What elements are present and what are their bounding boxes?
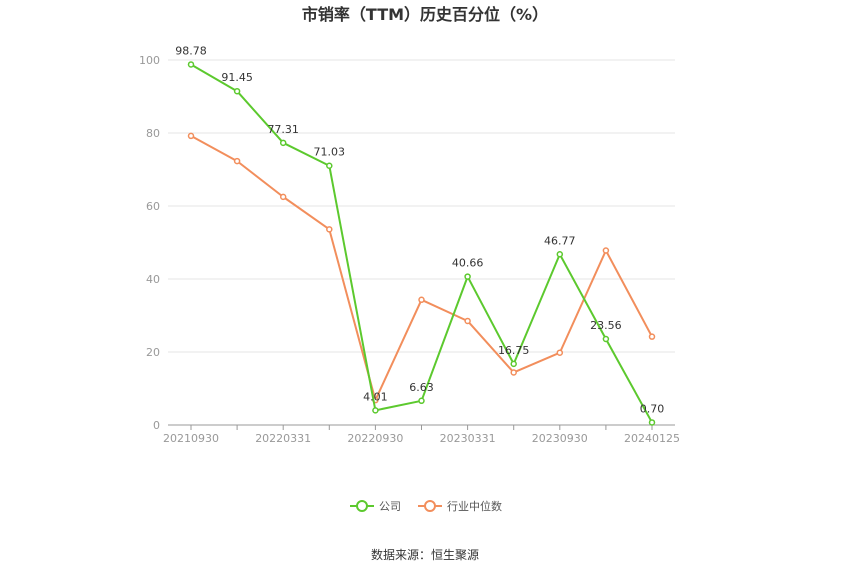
- legend-marker: [356, 500, 368, 512]
- y-tick-label: 100: [139, 54, 160, 67]
- data-point: [556, 251, 564, 258]
- y-tick-label: 20: [146, 346, 160, 359]
- y-axis: 0 20 40 60 80 100: [139, 54, 160, 432]
- data-point: [464, 317, 471, 325]
- data-point: [372, 407, 379, 414]
- data-point: [556, 349, 564, 356]
- x-tick-label: 20220331: [255, 432, 311, 445]
- data-point: [233, 157, 241, 165]
- legend-marker: [424, 500, 436, 512]
- data-point: [279, 139, 287, 147]
- y-tick-label: 40: [146, 273, 160, 286]
- data-point: [648, 333, 656, 340]
- data-label: 40.66: [452, 257, 484, 270]
- data-point: [602, 335, 610, 343]
- source-note: 数据来源：恒生聚源: [371, 547, 479, 562]
- data-label: 98.78: [175, 44, 207, 57]
- data-point: [510, 369, 517, 376]
- data-label: 71.03: [314, 146, 346, 159]
- x-tick-label: 20220930: [347, 432, 403, 445]
- data-label: 4.01: [363, 390, 388, 403]
- legend-label: 行业中位数: [447, 499, 502, 513]
- data-point: [418, 296, 425, 304]
- x-tick-label: 20240125: [624, 432, 680, 445]
- data-label: 0.70: [640, 402, 665, 415]
- data-point: [648, 419, 656, 426]
- data-point: [510, 360, 517, 368]
- y-tick-label: 0: [153, 419, 160, 432]
- data-label: 77.31: [267, 123, 299, 136]
- data-point: [187, 132, 195, 140]
- data-point: [464, 273, 471, 280]
- data-point: [326, 226, 333, 233]
- data-label: 16.75: [498, 344, 530, 357]
- data-point: [233, 87, 241, 95]
- data-point: [602, 247, 610, 254]
- series-line-0: [190, 63, 653, 423]
- series-group: [187, 61, 656, 426]
- data-point: [326, 162, 333, 169]
- series-line-1: [190, 135, 653, 402]
- chart-title: 市销率（TTM）历史百分位（%）: [302, 5, 548, 24]
- legend-label: 公司: [379, 500, 401, 513]
- data-label: 6.63: [409, 381, 434, 394]
- data-point: [187, 61, 195, 68]
- data-point: [418, 397, 425, 405]
- x-tick-label: 20230331: [440, 432, 496, 445]
- x-tick-label: 20210930: [163, 432, 219, 445]
- data-labels: 98.78 91.45 77.31 71.03 4.01 6.63 40.66 16.75 46…: [175, 44, 664, 415]
- x-tick-label: 20230930: [532, 432, 588, 445]
- grid-lines: [168, 59, 675, 426]
- data-label: 23.56: [590, 319, 622, 332]
- y-tick-label: 80: [146, 127, 160, 140]
- legend-item-0[interactable]: 公司: [350, 500, 401, 513]
- x-axis: 20210930 20220331 20220930 20230331 20230930…: [163, 425, 680, 445]
- data-point: [279, 193, 287, 201]
- legend[interactable]: 公司 行业中位数: [350, 499, 502, 513]
- legend-item-1[interactable]: 行业中位数: [418, 499, 502, 513]
- data-label: 46.77: [544, 234, 576, 247]
- y-tick-label: 60: [146, 200, 160, 213]
- data-label: 91.45: [221, 71, 253, 84]
